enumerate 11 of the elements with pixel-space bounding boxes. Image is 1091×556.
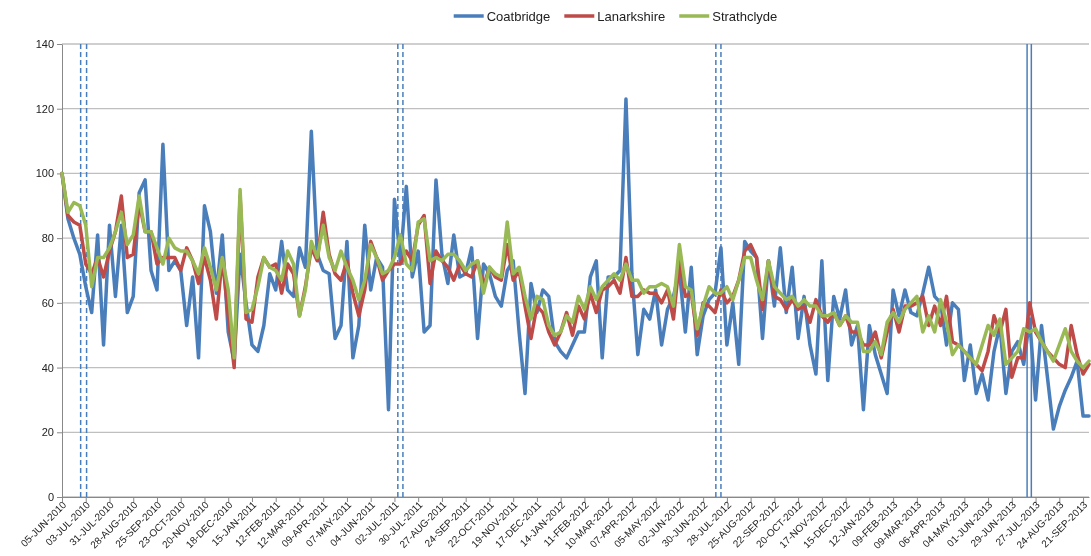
y-tick-label: 120 bbox=[35, 102, 54, 115]
y-tick-label: 20 bbox=[41, 426, 54, 439]
y-tick-label: 80 bbox=[41, 232, 54, 245]
y-tick-label: 140 bbox=[35, 38, 54, 51]
y-tick-label: 100 bbox=[35, 167, 54, 180]
legend-label: Strathclyde bbox=[712, 9, 778, 24]
y-tick-label: 0 bbox=[47, 491, 54, 504]
y-tick-label: 60 bbox=[41, 296, 54, 309]
legend-label: Coatbridge bbox=[486, 9, 551, 24]
legend-label: Lanarkshire bbox=[597, 9, 666, 24]
y-tick-label: 40 bbox=[41, 361, 54, 374]
